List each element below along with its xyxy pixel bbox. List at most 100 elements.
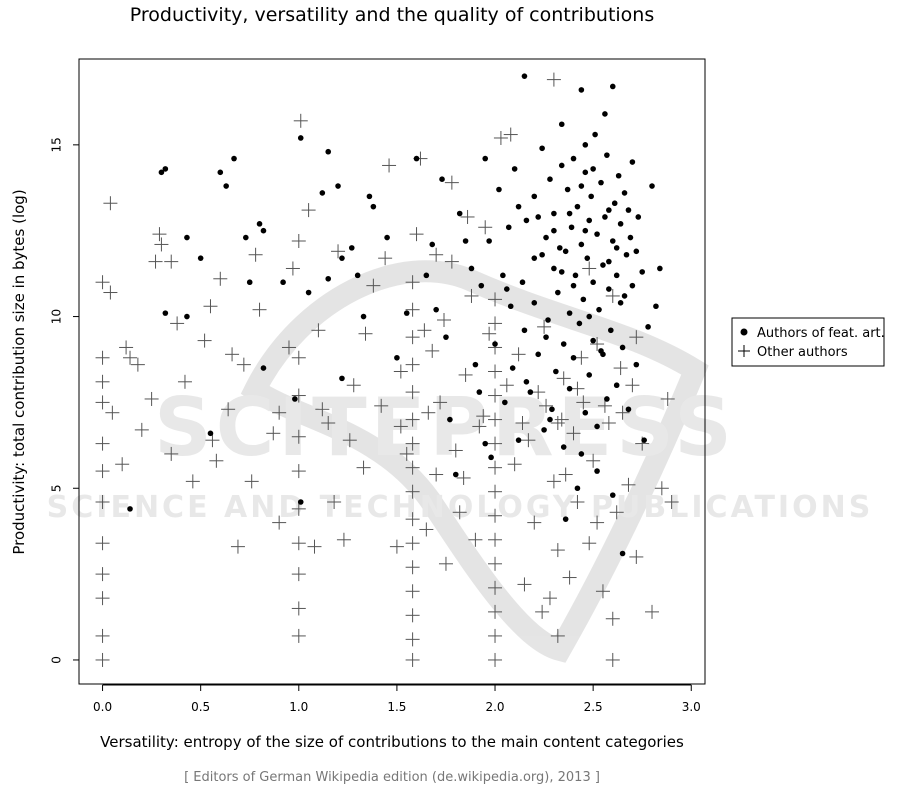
data-point-other	[315, 402, 330, 417]
chart-title: Productivity, versatility and the qualit…	[130, 4, 654, 26]
data-point-other	[205, 433, 220, 448]
data-point-other	[535, 604, 550, 619]
data-point-other	[393, 419, 408, 434]
watermark: SCITEPRESS SCIENCE AND TECHNOLOGY PUBLIC…	[47, 260, 870, 663]
data-point-other	[621, 477, 636, 492]
data-point-other	[95, 628, 110, 643]
data-point-other	[272, 515, 287, 530]
data-point-feat	[560, 444, 567, 450]
data-point-feat	[370, 203, 377, 210]
watermark-swoosh	[240, 260, 709, 663]
data-point-other	[405, 460, 420, 475]
data-point-feat	[507, 303, 514, 310]
legend: Authors of feat. art. Other authors	[731, 317, 885, 367]
data-point-feat	[609, 238, 616, 244]
data-point-feat	[478, 282, 485, 289]
data-point-feat	[543, 334, 549, 340]
data-point-feat	[496, 186, 502, 193]
data-point-other	[645, 604, 660, 619]
data-point-feat	[604, 396, 610, 402]
data-point-feat	[570, 155, 577, 162]
image-credit: [ Editors of German Wikipedia edition (d…	[184, 770, 600, 785]
data-point-feat	[574, 203, 581, 210]
data-point-other	[539, 398, 554, 413]
data-point-feat	[325, 275, 332, 282]
data-point-feat	[562, 248, 569, 255]
data-point-other	[95, 395, 110, 410]
data-point-other	[590, 337, 605, 352]
data-point-feat	[633, 361, 640, 368]
data-point-feat	[492, 341, 498, 347]
data-point-feat	[606, 286, 612, 292]
data-point-other	[488, 364, 503, 379]
data-point-other	[488, 556, 503, 571]
data-point-feat	[162, 166, 169, 172]
data-point-feat	[617, 300, 624, 306]
data-point-other	[597, 398, 612, 413]
data-point-other	[311, 323, 326, 338]
data-point-other	[252, 302, 267, 317]
data-point-other	[468, 532, 483, 547]
data-point-feat	[653, 303, 659, 310]
legend-marker-feat	[740, 328, 748, 336]
y-tick-label: 10	[50, 309, 64, 324]
data-point-other	[615, 405, 630, 420]
data-point-feat	[609, 83, 616, 90]
data-point-feat	[568, 224, 575, 231]
data-point-feat	[570, 354, 577, 361]
data-point-other	[301, 203, 316, 218]
data-point-other	[405, 560, 420, 575]
data-point-other	[95, 536, 110, 551]
data-point-other	[488, 460, 503, 475]
y-tick-label: 15	[50, 137, 64, 152]
data-point-feat	[197, 255, 204, 261]
data-point-other	[625, 378, 640, 393]
data-point-feat	[578, 183, 585, 189]
data-point-other	[152, 227, 167, 242]
x-tick-label: 2.0	[485, 700, 504, 714]
data-point-other	[291, 464, 306, 479]
x-tick-label: 1.0	[289, 700, 308, 714]
data-point-other	[185, 474, 200, 489]
data-point-feat	[566, 310, 573, 316]
data-point-feat	[588, 193, 594, 200]
data-point-other	[405, 412, 420, 427]
data-point-other	[444, 254, 459, 269]
data-point-other	[558, 467, 573, 482]
data-point-feat	[582, 409, 589, 416]
data-point-other	[393, 364, 408, 379]
data-point-feat	[564, 186, 571, 193]
data-point-feat	[217, 169, 224, 176]
x-axis: 0.0 0.5 1.0 1.5 2.0 2.5 3.0	[93, 684, 701, 714]
data-point-other	[130, 357, 145, 372]
x-tick-label: 0.5	[191, 700, 210, 714]
data-point-feat	[243, 234, 249, 241]
data-point-feat	[354, 272, 361, 279]
data-point-feat	[558, 121, 565, 128]
data-point-feat	[602, 111, 608, 117]
data-point-feat	[619, 344, 626, 351]
data-point-other	[550, 628, 565, 643]
data-point-other	[366, 278, 381, 293]
data-point-feat	[443, 334, 449, 340]
data-point-feat	[505, 224, 512, 231]
data-point-other	[515, 416, 530, 431]
data-point-other	[590, 515, 605, 530]
data-point-feat	[547, 416, 553, 423]
data-point-feat	[476, 389, 483, 395]
data-point-other	[527, 515, 542, 530]
data-point-other	[437, 312, 452, 327]
data-point-other	[95, 494, 110, 509]
data-point-other	[164, 254, 179, 269]
data-point-feat	[223, 183, 229, 189]
y-axis-label: Productivity: total contribution size in…	[10, 189, 28, 554]
data-point-feat	[503, 286, 510, 292]
x-tick-label: 2.5	[584, 700, 603, 714]
data-point-other	[409, 227, 424, 242]
data-point-feat	[429, 241, 436, 248]
data-point-feat	[578, 241, 585, 248]
data-point-feat	[423, 272, 430, 279]
data-point-other	[556, 371, 571, 386]
data-point-other	[582, 261, 597, 276]
data-point-feat	[625, 207, 632, 213]
